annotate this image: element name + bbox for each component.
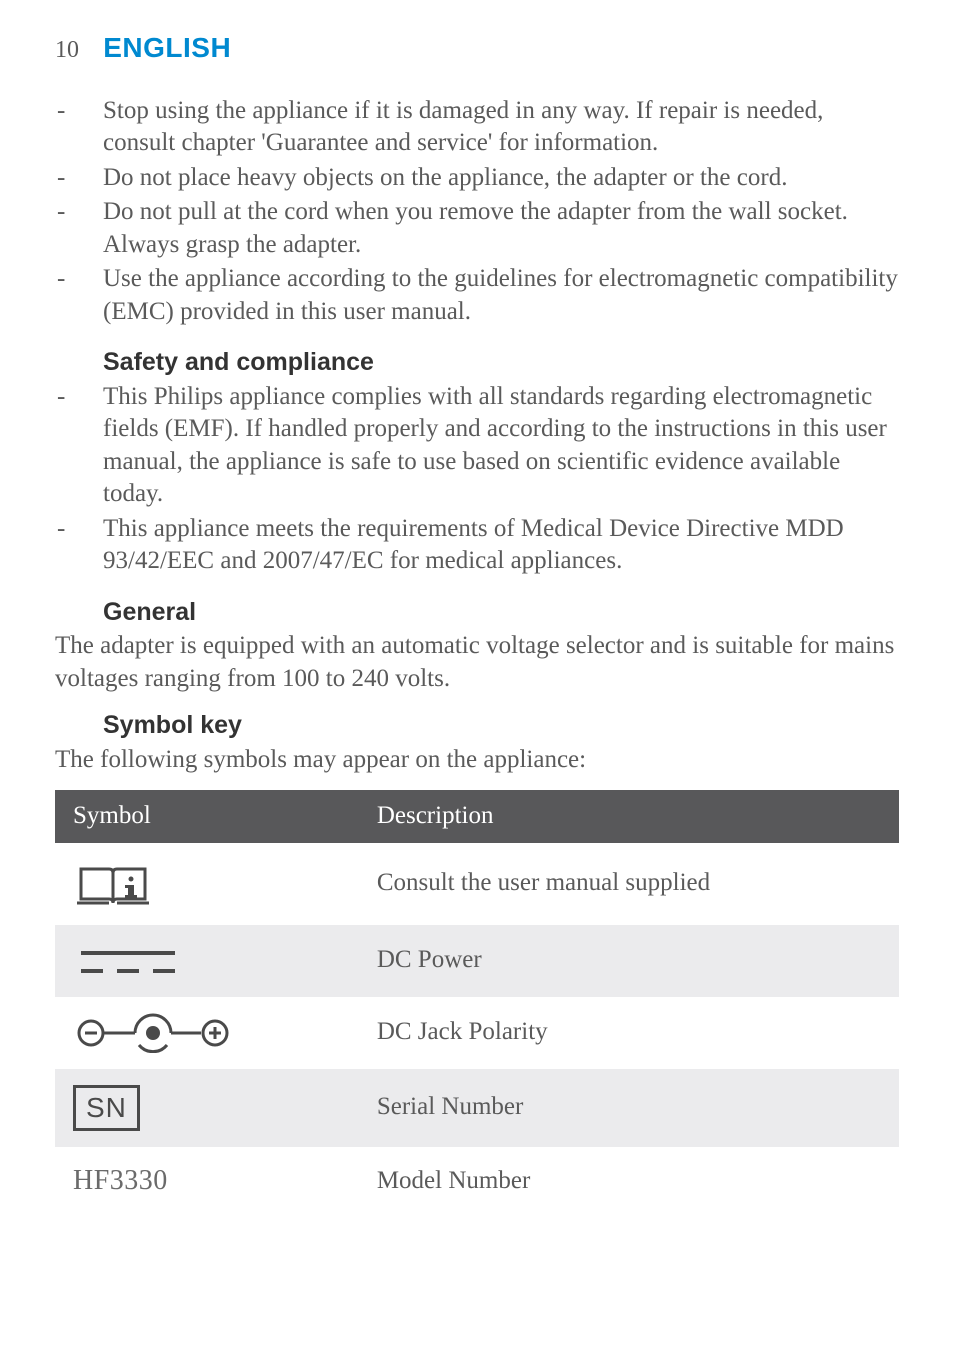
bullet-marker: - [55, 95, 103, 160]
list-item: - This Philips appliance complies with a… [55, 381, 899, 511]
symbol-cell-dc-power [55, 925, 359, 997]
desc-cell: DC Power [359, 925, 899, 997]
list-item: - This appliance meets the requirements … [55, 513, 899, 578]
col-description: Description [359, 790, 899, 843]
bullet-text: Do not place heavy objects on the applia… [103, 162, 899, 195]
desc-cell: Consult the user manual supplied [359, 843, 899, 925]
symbol-cell-model: HF3330 [55, 1147, 359, 1215]
list-item: - Stop using the appliance if it is dama… [55, 95, 899, 160]
bullet-marker: - [55, 513, 103, 578]
bullet-text: Stop using the appliance if it is damage… [103, 95, 899, 160]
bullet-text: Use the appliance according to the guide… [103, 263, 899, 328]
symbol-key-intro: The following symbols may appear on the … [55, 744, 899, 777]
table-row: HF3330 Model Number [55, 1147, 899, 1215]
bullet-marker: - [55, 162, 103, 195]
page-header: 10 ENGLISH [55, 30, 899, 67]
model-number-label: HF3330 [73, 1165, 168, 1196]
bullet-text: Do not pull at the cord when you remove … [103, 196, 899, 261]
dc-jack-polarity-icon [73, 1013, 233, 1053]
sn-icon: SN [73, 1085, 140, 1131]
table-header-row: Symbol Description [55, 790, 899, 843]
list-item: - Do not pull at the cord when you remov… [55, 196, 899, 261]
list-item: - Use the appliance according to the gui… [55, 263, 899, 328]
col-symbol: Symbol [55, 790, 359, 843]
bullet-text: This appliance meets the requirements of… [103, 513, 899, 578]
table-row: DC Power [55, 925, 899, 997]
symbol-cell-sn: SN [55, 1069, 359, 1147]
desc-cell: Model Number [359, 1147, 899, 1215]
table-row: Consult the user manual supplied [55, 843, 899, 925]
desc-cell: Serial Number [359, 1069, 899, 1147]
page-number: 10 [55, 37, 79, 63]
symbol-cell-manual [55, 843, 359, 925]
general-text: The adapter is equipped with an automati… [55, 630, 899, 695]
dc-power-icon [73, 941, 183, 981]
symbol-table: Symbol Description Consult the user manu… [55, 790, 899, 1215]
heading-general: General [103, 596, 899, 629]
table-row: SN Serial Number [55, 1069, 899, 1147]
heading-safety: Safety and compliance [103, 346, 899, 379]
table-row: DC Jack Polarity [55, 997, 899, 1069]
bullet-marker: - [55, 263, 103, 328]
manual-icon [73, 859, 153, 909]
language-label: ENGLISH [103, 32, 231, 63]
desc-cell: DC Jack Polarity [359, 997, 899, 1069]
bullet-list-safety: - This Philips appliance complies with a… [55, 381, 899, 578]
bullet-list-main: - Stop using the appliance if it is dama… [55, 95, 899, 329]
bullet-marker: - [55, 196, 103, 261]
bullet-text: This Philips appliance complies with all… [103, 381, 899, 511]
heading-symbol-key: Symbol key [103, 709, 899, 742]
list-item: - Do not place heavy objects on the appl… [55, 162, 899, 195]
bullet-marker: - [55, 381, 103, 511]
symbol-cell-dc-jack [55, 997, 359, 1069]
